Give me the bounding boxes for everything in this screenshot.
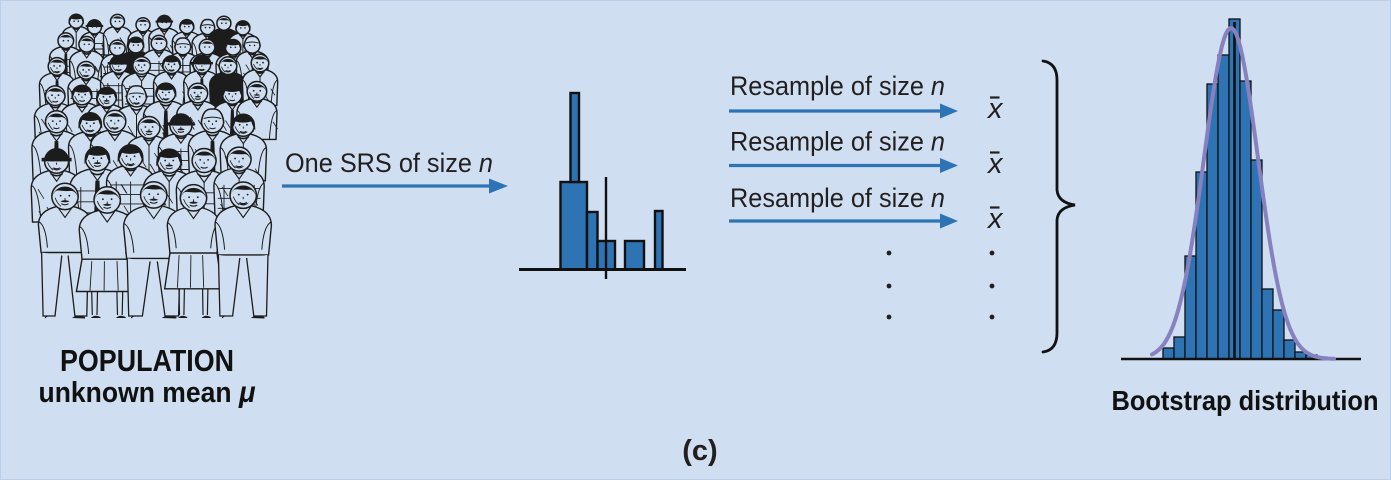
svg-text:POPULATION: POPULATION <box>60 343 234 378</box>
svg-text:(c): (c) <box>682 435 717 467</box>
svg-text:Resample of size n: Resample of size n <box>730 127 945 157</box>
svg-text:Bootstrap distribution: Bootstrap distribution <box>1112 385 1379 416</box>
svg-text:x: x <box>986 148 1004 180</box>
svg-text:x: x <box>986 93 1004 125</box>
svg-text:One SRS of size n: One SRS of size n <box>285 148 493 178</box>
svg-text:Resample of size n: Resample of size n <box>730 71 945 101</box>
svg-text:unknown mean μ: unknown mean μ <box>39 376 256 409</box>
svg-text:Resample of size n: Resample of size n <box>730 183 945 213</box>
svg-text:x: x <box>986 203 1004 235</box>
